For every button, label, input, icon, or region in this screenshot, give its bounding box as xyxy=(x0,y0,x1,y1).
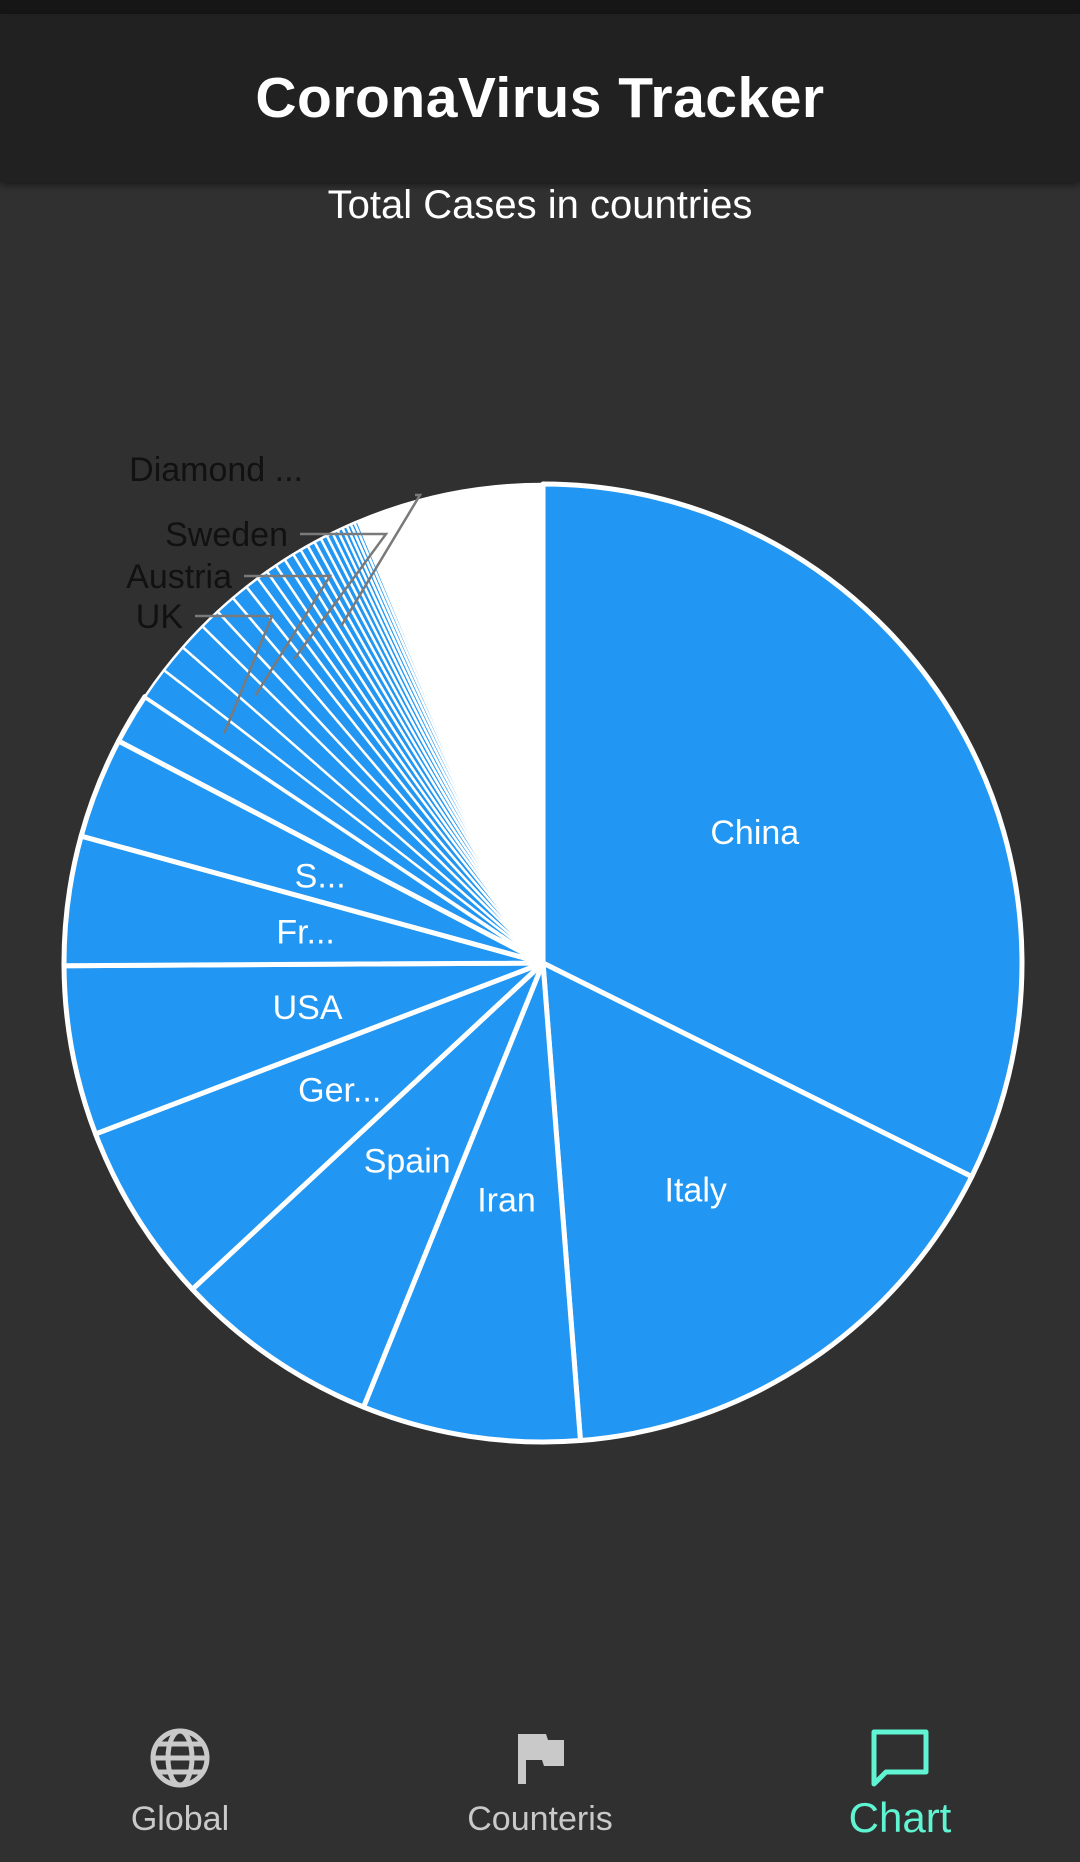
pie-chart: Total Cases in countries China Italy Iran S… xyxy=(61,183,1025,1445)
slice-label-france: Fr... xyxy=(276,914,335,952)
pie-slice-spain[interactable] xyxy=(189,960,546,1410)
pie-slices xyxy=(61,481,1025,1445)
app-title: CoronaVirus Tracker xyxy=(255,66,825,130)
pie-inner-labels: China Italy Iran Spain Ger... USA Fr... S... xyxy=(273,814,800,1220)
leader-line-diamond-princess xyxy=(340,493,423,627)
globe-icon xyxy=(148,1726,212,1790)
slice-label-sweden: Sweden xyxy=(165,516,288,554)
slice-label-italy: Italy xyxy=(665,1171,727,1209)
slice-label-iran: Iran xyxy=(477,1182,536,1220)
nav-label-global: Global xyxy=(130,1800,230,1838)
slice-label-spain: Spain xyxy=(364,1142,451,1180)
nav-item-countries[interactable]: Counteris xyxy=(360,1690,720,1862)
slice-label-diamond-princess: Diamond ... xyxy=(129,451,303,489)
leader-line-uk xyxy=(195,614,274,734)
nav-label-countries: Counteris xyxy=(467,1800,613,1838)
chart-title: Total Cases in countries xyxy=(328,183,753,227)
slice-label-austria: Austria xyxy=(126,558,232,596)
pie-slice-others[interactable] xyxy=(356,482,545,965)
pie-slice-china[interactable] xyxy=(540,481,1025,1180)
nav-item-global[interactable]: Global xyxy=(0,1690,360,1862)
flag-icon xyxy=(508,1726,572,1790)
slice-label-uk: UK xyxy=(136,598,184,636)
chat-bubble-icon xyxy=(868,1726,932,1790)
app-bar: CoronaVirus Tracker xyxy=(0,14,1080,182)
pie-slice-usa[interactable] xyxy=(61,960,546,1137)
pie-slice-iran[interactable] xyxy=(361,960,583,1445)
slice-label-germany: Ger... xyxy=(298,1072,381,1110)
slice-label-usa: USA xyxy=(273,989,343,1027)
pie-slice-italy[interactable] xyxy=(540,960,975,1444)
nav-item-chart[interactable]: Chart xyxy=(720,1690,1080,1862)
leader-line-sweden xyxy=(293,532,389,660)
status-bar xyxy=(0,0,1080,14)
slice-label-china: China xyxy=(710,814,799,852)
bottom-navigation: Global Counteris Chart xyxy=(0,1690,1080,1862)
leader-line-austria xyxy=(244,574,333,697)
slice-label-s-korea: S... xyxy=(295,857,346,895)
nav-label-chart: Chart xyxy=(848,1794,952,1841)
pie-slice-germany[interactable] xyxy=(93,960,546,1292)
